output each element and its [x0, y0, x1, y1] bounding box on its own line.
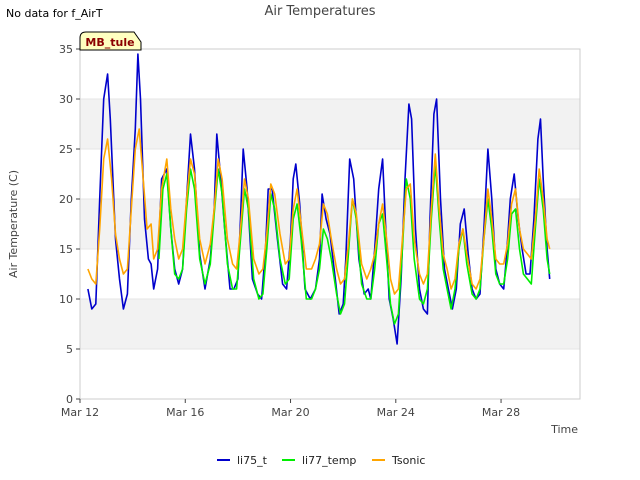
legend-label-tsonic: Tsonic [391, 454, 425, 467]
x-axis-ticks: Mar 12 Mar 16 Mar 20 Mar 24 Mar 28 [61, 399, 520, 419]
legend-label-li75-t: li75_t [237, 454, 268, 467]
grid-band [80, 99, 580, 149]
y-tick-label: 30 [59, 93, 73, 106]
x-axis-label: Time [550, 423, 578, 436]
site-tag-label: MB_tule [85, 36, 134, 49]
series-lines [87, 53, 551, 345]
site-tag-box [79, 31, 142, 51]
y-axis-label: Air Temperature (C) [7, 170, 20, 278]
y-tick-label: 20 [59, 193, 73, 206]
x-tick-label: Mar 16 [166, 406, 204, 419]
plot-bands [80, 48, 580, 400]
y-tick-label: 5 [66, 343, 73, 356]
plot-frame [79, 48, 581, 400]
x-tick-label: Mar 24 [377, 406, 415, 419]
no-data-notice: No data for f_AirT [6, 7, 103, 20]
legend: li75_t li77_temp Tsonic [217, 454, 425, 467]
series-line-tsonic [87, 128, 551, 295]
y-tick-label: 25 [59, 143, 73, 156]
series-line-li77-temp [158, 163, 551, 325]
y-tick-label: 10 [59, 293, 73, 306]
y-tick-label: 35 [59, 43, 73, 56]
grid-band [80, 199, 580, 249]
y-axis-ticks: 0 5 10 15 20 25 30 35 [59, 43, 80, 406]
site-tag: MB_tule [79, 31, 142, 51]
x-tick-label: Mar 12 [61, 406, 99, 419]
y-tick-label: 15 [59, 243, 73, 256]
x-tick-label: Mar 28 [482, 406, 520, 419]
y-tick-label: 0 [66, 393, 73, 406]
x-tick-label: Mar 20 [271, 406, 309, 419]
grid-band [80, 299, 580, 349]
legend-label-li77-temp: li77_temp [302, 454, 356, 467]
chart-title: Air Temperatures [264, 4, 375, 19]
